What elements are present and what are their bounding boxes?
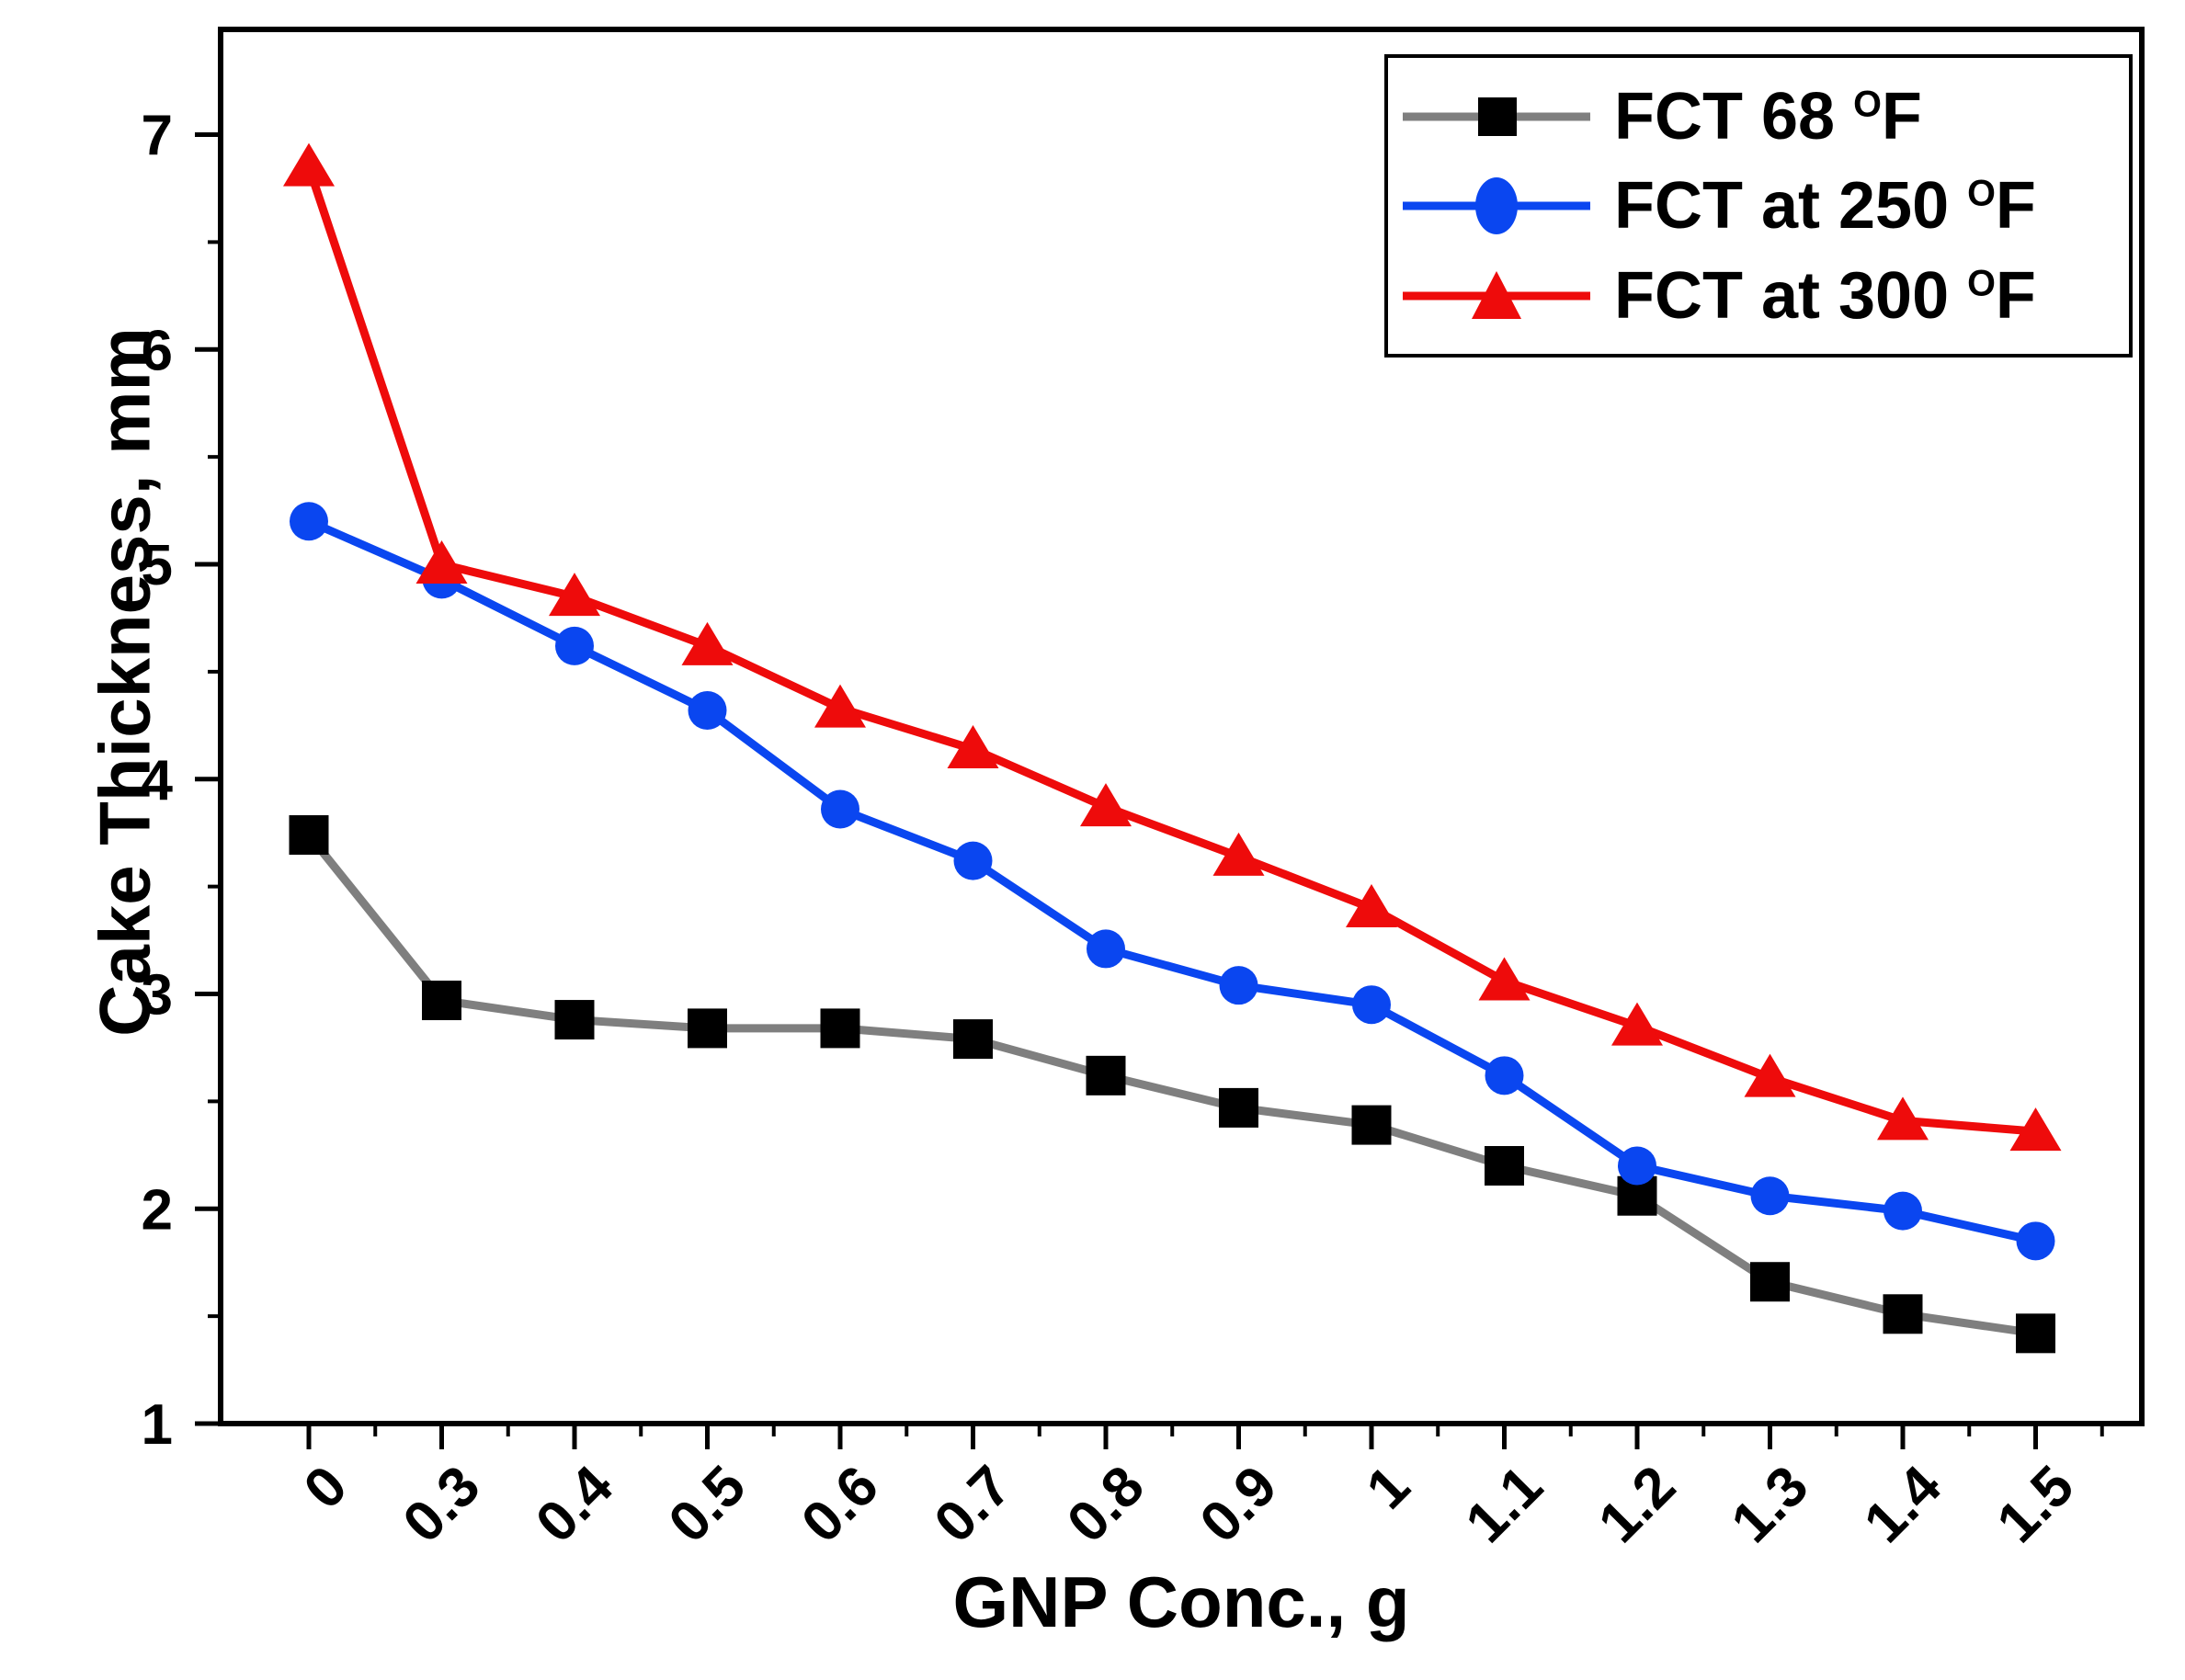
series-marker-fct-at-250-f — [953, 841, 993, 880]
series-marker-fct-68-f — [1883, 1294, 1923, 1334]
legend-item: FCT 68 OF — [1399, 82, 2123, 152]
legend-square-marker-icon — [1403, 96, 1590, 136]
legend-circle-glyph — [1475, 177, 1518, 234]
x-axis-title: GNP Conc., g — [952, 1561, 1410, 1642]
series-marker-fct-at-300-f — [415, 540, 468, 585]
series-marker-fct-at-250-f — [1750, 1176, 1790, 1216]
y-axis-tick-label: 4 — [142, 749, 174, 812]
series-marker-fct-at-250-f — [290, 502, 328, 541]
series-marker-fct-at-300-f — [1744, 1053, 1796, 1097]
series-marker-fct-68-f — [1351, 1105, 1392, 1145]
legend-unit-text: F — [1881, 79, 1922, 153]
plot-border — [218, 27, 2145, 1426]
legend-label: FCT 68 OF — [1614, 84, 1922, 150]
legend-label: FCT at 250 OF — [1614, 173, 2036, 239]
series-marker-fct-at-300-f — [1080, 783, 1132, 827]
legend-item: FCT at 250 OF — [1399, 171, 2123, 241]
series-marker-fct-at-300-f — [283, 142, 335, 187]
series-marker-fct-at-250-f — [555, 626, 594, 665]
series-line-fct-68-f — [304, 831, 2040, 1338]
series-marker-fct-at-300-f — [2009, 1107, 2062, 1152]
y-axis-tick-label: 1 — [142, 1393, 173, 1457]
series-marker-fct-at-250-f — [1219, 966, 1258, 1005]
series-marker-fct-68-f — [1219, 1087, 1258, 1128]
series-marker-fct-68-f — [289, 815, 329, 856]
y-axis-tick-label: 7 — [142, 105, 173, 168]
series-marker-fct-at-300-f — [1478, 957, 1531, 1001]
legend-label: FCT at 300 OF — [1614, 263, 2036, 329]
legend-degree-superscript: O — [1967, 262, 1996, 303]
series-marker-fct-68-f — [554, 1000, 595, 1040]
series-marker-fct-at-300-f — [947, 725, 999, 769]
legend-circle-marker-icon — [1403, 177, 1590, 234]
legend-unit-text: F — [1995, 169, 2036, 243]
legend-label-text: FCT at 300 — [1614, 258, 1968, 333]
series-marker-fct-at-250-f — [1352, 985, 1391, 1025]
legend-unit-text: F — [1995, 258, 2036, 333]
legend-label-text: FCT at 250 — [1614, 169, 1968, 243]
series-marker-fct-68-f — [953, 1019, 993, 1060]
series-marker-fct-at-300-f — [549, 573, 600, 617]
y-axis-tick-label: 2 — [142, 1178, 173, 1242]
series-marker-fct-68-f — [1086, 1055, 1126, 1095]
series-marker-fct-at-300-f — [1346, 884, 1397, 928]
series-marker-fct-68-f — [422, 981, 461, 1021]
legend-degree-superscript: O — [1967, 173, 1996, 214]
series-marker-fct-68-f — [688, 1008, 727, 1049]
series-marker-fct-at-300-f — [681, 621, 734, 665]
y-axis-tick-label: 5 — [142, 534, 173, 597]
legend-triangle-marker-icon — [1403, 270, 1590, 319]
legend: FCT 68 OF FCT at 250 OF FCT at 300 OF — [1384, 54, 2133, 358]
series-marker-fct-at-300-f — [1877, 1096, 1929, 1141]
series-marker-fct-at-250-f — [1087, 929, 1125, 969]
legend-label-text: FCT 68 — [1614, 79, 1854, 153]
series-marker-fct-at-300-f — [814, 684, 866, 728]
legend-square-glyph — [1478, 96, 1517, 136]
series-marker-fct-at-250-f — [1485, 1056, 1524, 1095]
y-axis-tick-label: 6 — [142, 319, 173, 382]
series-marker-fct-68-f — [820, 1008, 860, 1049]
series-marker-fct-at-250-f — [1618, 1146, 1656, 1186]
series-line-fct-at-250-f — [304, 516, 2040, 1245]
series-line-fct-at-300-f — [304, 163, 2040, 1136]
series-marker-fct-68-f — [2016, 1313, 2055, 1354]
y-axis-title: Cake Thickness, mm — [84, 327, 165, 1037]
series-marker-fct-68-f — [1750, 1262, 1790, 1302]
series-marker-fct-at-250-f — [2016, 1221, 2055, 1261]
legend-degree-superscript: O — [1853, 83, 1882, 124]
legend-triangle-glyph — [1472, 270, 1521, 319]
series-marker-fct-at-250-f — [688, 690, 727, 730]
series-marker-fct-at-300-f — [1212, 832, 1265, 876]
series-marker-fct-68-f — [1485, 1146, 1524, 1186]
series-marker-fct-at-250-f — [1883, 1191, 1922, 1231]
series-marker-fct-at-250-f — [821, 789, 859, 829]
legend-item: FCT at 300 OF — [1399, 261, 2123, 331]
y-axis-tick-label: 3 — [142, 964, 173, 1027]
series-marker-fct-at-300-f — [1611, 1002, 1663, 1046]
